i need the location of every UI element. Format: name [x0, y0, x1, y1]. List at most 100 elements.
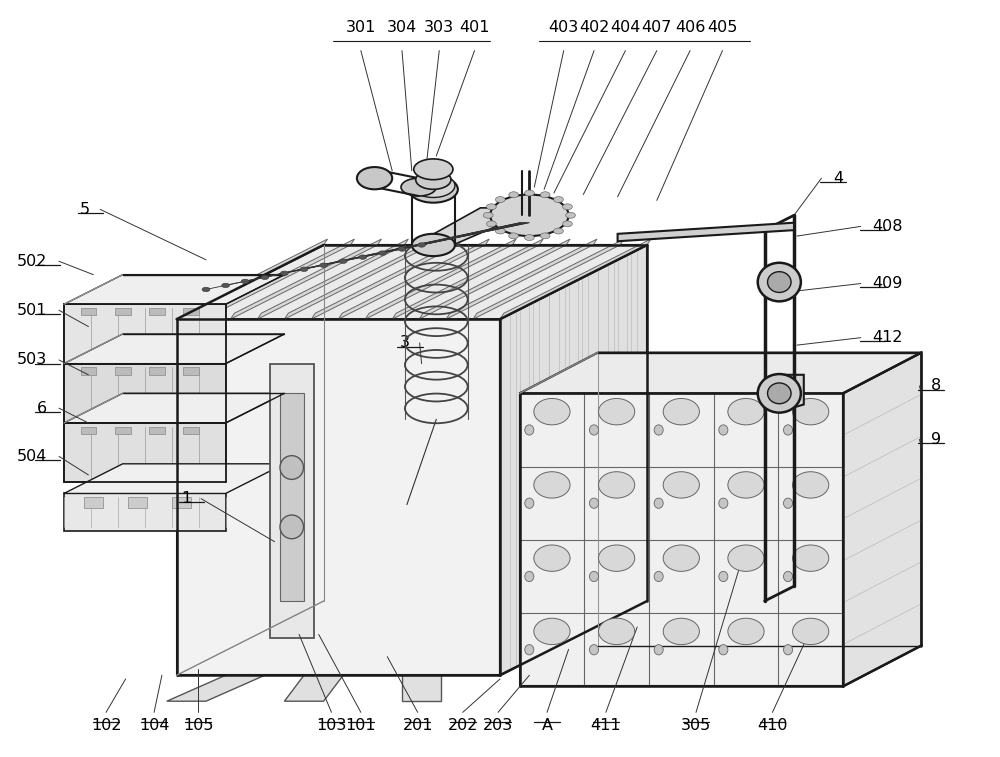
- Ellipse shape: [525, 425, 534, 435]
- Ellipse shape: [222, 283, 230, 288]
- Ellipse shape: [719, 572, 728, 581]
- Ellipse shape: [483, 212, 493, 218]
- Polygon shape: [338, 239, 489, 319]
- Ellipse shape: [758, 374, 801, 413]
- Text: 201: 201: [402, 718, 433, 733]
- Ellipse shape: [490, 195, 569, 236]
- Text: 407: 407: [642, 20, 672, 35]
- Polygon shape: [149, 427, 165, 435]
- Text: 5: 5: [80, 202, 90, 217]
- Polygon shape: [172, 497, 191, 509]
- Ellipse shape: [540, 233, 550, 238]
- Ellipse shape: [525, 498, 534, 509]
- Polygon shape: [473, 239, 624, 319]
- Polygon shape: [284, 239, 435, 319]
- Ellipse shape: [300, 267, 308, 272]
- Text: 408: 408: [872, 219, 903, 234]
- Text: 504: 504: [17, 449, 47, 464]
- Text: 4: 4: [833, 170, 843, 185]
- Polygon shape: [183, 427, 199, 435]
- Text: 105: 105: [183, 718, 213, 733]
- Text: 304: 304: [387, 20, 417, 35]
- Ellipse shape: [589, 645, 599, 655]
- Text: 203: 203: [483, 718, 513, 733]
- Text: 405: 405: [707, 20, 738, 35]
- Ellipse shape: [793, 618, 829, 645]
- Ellipse shape: [416, 170, 451, 189]
- Text: 406: 406: [675, 20, 705, 35]
- Ellipse shape: [758, 263, 801, 301]
- Ellipse shape: [414, 159, 453, 179]
- Text: 3: 3: [400, 335, 410, 350]
- Polygon shape: [177, 245, 647, 319]
- Text: 202: 202: [448, 718, 478, 733]
- Polygon shape: [115, 367, 131, 375]
- Polygon shape: [81, 427, 96, 435]
- Polygon shape: [843, 353, 921, 687]
- Ellipse shape: [412, 174, 455, 198]
- Polygon shape: [64, 494, 226, 531]
- Ellipse shape: [401, 178, 436, 196]
- Polygon shape: [81, 308, 96, 316]
- Ellipse shape: [793, 545, 829, 572]
- Text: 1: 1: [181, 491, 191, 506]
- Polygon shape: [419, 239, 570, 319]
- Ellipse shape: [525, 572, 534, 581]
- Ellipse shape: [793, 398, 829, 425]
- Polygon shape: [115, 427, 131, 435]
- Ellipse shape: [728, 398, 764, 425]
- Polygon shape: [520, 353, 921, 394]
- Ellipse shape: [280, 456, 304, 479]
- Ellipse shape: [793, 472, 829, 498]
- Ellipse shape: [525, 645, 534, 655]
- Ellipse shape: [563, 204, 572, 210]
- Ellipse shape: [241, 279, 249, 284]
- Text: 404: 404: [610, 20, 641, 35]
- Ellipse shape: [589, 498, 599, 509]
- Ellipse shape: [589, 572, 599, 581]
- Ellipse shape: [783, 645, 793, 655]
- Ellipse shape: [768, 383, 791, 403]
- Ellipse shape: [554, 197, 563, 203]
- Polygon shape: [183, 308, 199, 316]
- Ellipse shape: [261, 275, 269, 279]
- Polygon shape: [270, 363, 314, 638]
- Ellipse shape: [534, 398, 570, 425]
- Polygon shape: [257, 239, 408, 319]
- Ellipse shape: [783, 572, 793, 581]
- Text: 410: 410: [757, 718, 788, 733]
- Ellipse shape: [728, 545, 764, 572]
- Polygon shape: [311, 239, 462, 319]
- Polygon shape: [392, 239, 543, 319]
- Polygon shape: [84, 497, 103, 509]
- Polygon shape: [128, 497, 147, 509]
- Text: 104: 104: [139, 718, 169, 733]
- Text: 502: 502: [17, 254, 47, 269]
- Ellipse shape: [719, 645, 728, 655]
- Ellipse shape: [509, 192, 519, 198]
- Ellipse shape: [663, 472, 699, 498]
- Polygon shape: [365, 239, 516, 319]
- Ellipse shape: [359, 255, 367, 260]
- Polygon shape: [177, 319, 500, 675]
- Text: 103: 103: [316, 718, 347, 733]
- Polygon shape: [64, 363, 226, 423]
- Polygon shape: [167, 675, 265, 701]
- Text: 403: 403: [549, 20, 579, 35]
- Ellipse shape: [357, 167, 392, 189]
- Ellipse shape: [654, 572, 663, 581]
- Text: A: A: [542, 718, 553, 733]
- Ellipse shape: [534, 618, 570, 645]
- Ellipse shape: [654, 498, 663, 509]
- Text: 411: 411: [591, 718, 621, 733]
- Polygon shape: [64, 423, 226, 482]
- Ellipse shape: [599, 472, 635, 498]
- Polygon shape: [149, 367, 165, 375]
- Ellipse shape: [540, 192, 550, 198]
- Ellipse shape: [486, 204, 496, 210]
- Ellipse shape: [409, 176, 458, 203]
- Text: 303: 303: [424, 20, 454, 35]
- Ellipse shape: [663, 545, 699, 572]
- Text: 8: 8: [931, 378, 941, 394]
- Ellipse shape: [599, 545, 635, 572]
